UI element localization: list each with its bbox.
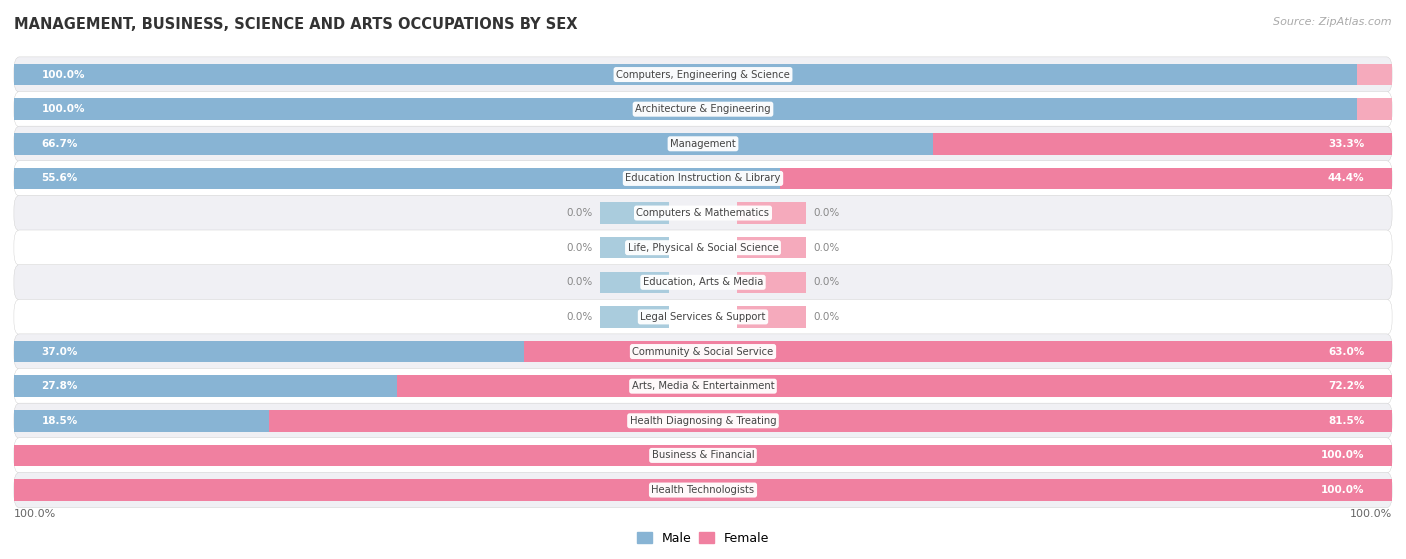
FancyBboxPatch shape	[14, 368, 1392, 404]
FancyBboxPatch shape	[14, 299, 1392, 335]
Bar	[396, 376, 1392, 397]
Bar	[14, 98, 1392, 120]
FancyBboxPatch shape	[14, 196, 1392, 231]
FancyBboxPatch shape	[14, 161, 1392, 196]
Text: 33.3%: 33.3%	[1329, 139, 1364, 149]
Bar	[0, 445, 48, 466]
FancyBboxPatch shape	[14, 438, 1392, 473]
Text: Management: Management	[671, 139, 735, 149]
Text: 100.0%: 100.0%	[1350, 509, 1392, 519]
Legend: Male, Female: Male, Female	[631, 527, 775, 550]
FancyBboxPatch shape	[14, 264, 1392, 300]
Text: 81.5%: 81.5%	[1329, 416, 1364, 426]
Text: Business & Financial: Business & Financial	[652, 451, 754, 461]
Text: Arts, Media & Entertainment: Arts, Media & Entertainment	[631, 381, 775, 391]
Text: 0.0%: 0.0%	[567, 277, 593, 287]
Text: Source: ZipAtlas.com: Source: ZipAtlas.com	[1274, 17, 1392, 27]
Text: 63.0%: 63.0%	[1329, 347, 1364, 357]
Bar	[738, 306, 807, 328]
Text: Health Technologists: Health Technologists	[651, 485, 755, 495]
Bar	[780, 168, 1392, 189]
Bar	[738, 237, 807, 258]
Bar	[738, 272, 807, 293]
FancyBboxPatch shape	[14, 230, 1392, 266]
Text: Community & Social Service: Community & Social Service	[633, 347, 773, 357]
Bar	[599, 272, 669, 293]
Text: Education Instruction & Library: Education Instruction & Library	[626, 173, 780, 183]
Text: 0.0%: 0.0%	[813, 208, 839, 218]
Text: 18.5%: 18.5%	[42, 416, 77, 426]
Bar	[524, 341, 1392, 362]
Text: 0.0%: 0.0%	[813, 277, 839, 287]
Bar	[1358, 98, 1406, 120]
Text: 100.0%: 100.0%	[1320, 485, 1364, 495]
Bar	[14, 410, 269, 432]
Text: Legal Services & Support: Legal Services & Support	[640, 312, 766, 322]
Text: 0.0%: 0.0%	[567, 208, 593, 218]
Text: 0.0%: 0.0%	[567, 312, 593, 322]
FancyBboxPatch shape	[14, 334, 1392, 369]
Text: Computers, Engineering & Science: Computers, Engineering & Science	[616, 69, 790, 79]
Text: 55.6%: 55.6%	[42, 173, 77, 183]
Bar	[14, 64, 1392, 86]
Text: 100.0%: 100.0%	[1320, 451, 1364, 461]
Text: Life, Physical & Social Science: Life, Physical & Social Science	[627, 243, 779, 253]
Bar	[738, 202, 807, 224]
FancyBboxPatch shape	[14, 92, 1392, 127]
Text: 0.0%: 0.0%	[567, 243, 593, 253]
Text: 66.7%: 66.7%	[42, 139, 77, 149]
FancyBboxPatch shape	[14, 57, 1392, 92]
Bar	[14, 133, 934, 154]
Text: Education, Arts & Media: Education, Arts & Media	[643, 277, 763, 287]
Text: 100.0%: 100.0%	[42, 69, 86, 79]
Bar	[269, 410, 1392, 432]
Bar	[934, 133, 1392, 154]
Text: 27.8%: 27.8%	[42, 381, 77, 391]
Bar	[14, 445, 1392, 466]
Bar	[14, 341, 524, 362]
Text: Health Diagnosing & Treating: Health Diagnosing & Treating	[630, 416, 776, 426]
FancyBboxPatch shape	[14, 403, 1392, 438]
FancyBboxPatch shape	[14, 126, 1392, 162]
Bar	[14, 376, 396, 397]
Bar	[14, 479, 1392, 501]
Text: 100.0%: 100.0%	[42, 104, 86, 114]
Text: 44.4%: 44.4%	[1327, 173, 1364, 183]
Bar	[0, 479, 48, 501]
Text: 72.2%: 72.2%	[1329, 381, 1364, 391]
FancyBboxPatch shape	[14, 472, 1392, 508]
Text: 100.0%: 100.0%	[14, 509, 56, 519]
Bar	[599, 306, 669, 328]
Text: 0.0%: 0.0%	[813, 243, 839, 253]
Text: MANAGEMENT, BUSINESS, SCIENCE AND ARTS OCCUPATIONS BY SEX: MANAGEMENT, BUSINESS, SCIENCE AND ARTS O…	[14, 17, 578, 32]
Text: 37.0%: 37.0%	[42, 347, 77, 357]
Bar	[599, 202, 669, 224]
Bar	[1358, 64, 1406, 86]
Text: Architecture & Engineering: Architecture & Engineering	[636, 104, 770, 114]
Bar	[14, 168, 780, 189]
Text: Computers & Mathematics: Computers & Mathematics	[637, 208, 769, 218]
Text: 0.0%: 0.0%	[813, 312, 839, 322]
Bar	[599, 237, 669, 258]
